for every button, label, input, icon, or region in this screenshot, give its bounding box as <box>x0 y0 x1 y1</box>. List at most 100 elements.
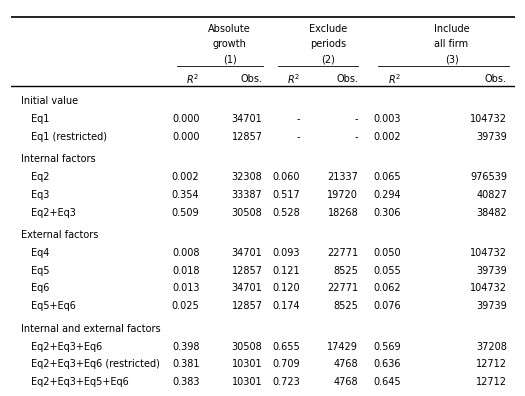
Text: 0.569: 0.569 <box>373 342 401 352</box>
Text: 0.383: 0.383 <box>172 377 200 387</box>
Text: -: - <box>297 114 300 124</box>
Text: 4768: 4768 <box>333 360 358 369</box>
Text: 34701: 34701 <box>232 114 262 124</box>
Text: Eq1 (restricted): Eq1 (restricted) <box>30 131 107 142</box>
Text: Obs.: Obs. <box>485 74 507 84</box>
Text: 30508: 30508 <box>232 342 262 352</box>
Text: Eq5: Eq5 <box>30 266 49 276</box>
Text: 0.002: 0.002 <box>172 172 200 182</box>
Text: 104732: 104732 <box>470 248 507 258</box>
Text: 0.000: 0.000 <box>172 131 200 142</box>
Text: (2): (2) <box>321 54 335 64</box>
Text: 19720: 19720 <box>328 190 358 200</box>
Text: 0.025: 0.025 <box>172 301 200 311</box>
Text: all firm: all firm <box>435 39 468 49</box>
Text: 104732: 104732 <box>470 114 507 124</box>
Text: 0.120: 0.120 <box>272 284 300 293</box>
Text: 10301: 10301 <box>232 377 262 387</box>
Text: 38482: 38482 <box>476 208 507 217</box>
Text: Obs.: Obs. <box>240 74 262 84</box>
Text: 0.055: 0.055 <box>373 266 401 276</box>
Text: Eq1: Eq1 <box>30 114 49 124</box>
Text: 40827: 40827 <box>476 190 507 200</box>
Text: 12857: 12857 <box>232 131 262 142</box>
Text: 8525: 8525 <box>333 301 358 311</box>
Text: 22771: 22771 <box>327 284 358 293</box>
Text: External factors: External factors <box>20 230 98 240</box>
Text: -: - <box>355 131 358 142</box>
Text: $R^2$: $R^2$ <box>287 72 300 86</box>
Text: 32308: 32308 <box>232 172 262 182</box>
Text: Internal and external factors: Internal and external factors <box>20 324 160 334</box>
Text: 0.002: 0.002 <box>373 131 401 142</box>
Text: periods: periods <box>310 39 346 49</box>
Text: 0.076: 0.076 <box>373 301 401 311</box>
Text: 17429: 17429 <box>328 342 358 352</box>
Text: 0.645: 0.645 <box>373 377 401 387</box>
Text: 0.065: 0.065 <box>373 172 401 182</box>
Text: 0.354: 0.354 <box>172 190 200 200</box>
Text: 34701: 34701 <box>232 284 262 293</box>
Text: -: - <box>297 131 300 142</box>
Text: Exclude: Exclude <box>309 24 347 34</box>
Text: 18268: 18268 <box>328 208 358 217</box>
Text: 0.060: 0.060 <box>273 172 300 182</box>
Text: Eq5+Eq6: Eq5+Eq6 <box>30 301 76 311</box>
Text: 104732: 104732 <box>470 284 507 293</box>
Text: Eq2: Eq2 <box>30 172 49 182</box>
Text: 12712: 12712 <box>476 360 507 369</box>
Text: 0.636: 0.636 <box>374 360 401 369</box>
Text: Eq4: Eq4 <box>30 248 49 258</box>
Text: 0.517: 0.517 <box>272 190 300 200</box>
Text: 0.062: 0.062 <box>373 284 401 293</box>
Text: (3): (3) <box>445 54 458 64</box>
Text: 0.294: 0.294 <box>373 190 401 200</box>
Text: 976539: 976539 <box>470 172 507 182</box>
Text: 12857: 12857 <box>232 266 262 276</box>
Text: 0.306: 0.306 <box>374 208 401 217</box>
Text: Eq2+Eq3+Eq6: Eq2+Eq3+Eq6 <box>30 342 102 352</box>
Text: Eq2+Eq3+Eq5+Eq6: Eq2+Eq3+Eq5+Eq6 <box>30 377 129 387</box>
Text: 0.174: 0.174 <box>272 301 300 311</box>
Text: 39739: 39739 <box>476 266 507 276</box>
Text: Eq6: Eq6 <box>30 284 49 293</box>
Text: 33387: 33387 <box>232 190 262 200</box>
Text: 0.381: 0.381 <box>172 360 200 369</box>
Text: 0.709: 0.709 <box>272 360 300 369</box>
Text: 30508: 30508 <box>232 208 262 217</box>
Text: Eq2+Eq3: Eq2+Eq3 <box>30 208 76 217</box>
Text: 22771: 22771 <box>327 248 358 258</box>
Text: 0.509: 0.509 <box>172 208 200 217</box>
Text: $R^2$: $R^2$ <box>388 72 401 86</box>
Text: 8525: 8525 <box>333 266 358 276</box>
Text: 0.093: 0.093 <box>273 248 300 258</box>
Text: 39739: 39739 <box>476 301 507 311</box>
Text: 0.723: 0.723 <box>272 377 300 387</box>
Text: 34701: 34701 <box>232 248 262 258</box>
Text: 0.018: 0.018 <box>172 266 200 276</box>
Text: Obs.: Obs. <box>336 74 358 84</box>
Text: Eq2+Eq3+Eq6 (restricted): Eq2+Eq3+Eq6 (restricted) <box>30 360 160 369</box>
Text: 0.398: 0.398 <box>172 342 200 352</box>
Text: 0.003: 0.003 <box>374 114 401 124</box>
Text: Eq3: Eq3 <box>30 190 49 200</box>
Text: 0.013: 0.013 <box>172 284 200 293</box>
Text: (1): (1) <box>223 54 237 64</box>
Text: 39739: 39739 <box>476 131 507 142</box>
Text: 4768: 4768 <box>333 377 358 387</box>
Text: 12712: 12712 <box>476 377 507 387</box>
Text: growth: growth <box>213 39 247 49</box>
Text: 0.121: 0.121 <box>272 266 300 276</box>
Text: Initial value: Initial value <box>20 96 78 106</box>
Text: 0.655: 0.655 <box>272 342 300 352</box>
Text: 0.528: 0.528 <box>272 208 300 217</box>
Text: 0.000: 0.000 <box>172 114 200 124</box>
Text: $R^2$: $R^2$ <box>186 72 200 86</box>
Text: -: - <box>355 114 358 124</box>
Text: Internal factors: Internal factors <box>20 154 95 164</box>
Text: 0.050: 0.050 <box>373 248 401 258</box>
Text: Absolute: Absolute <box>208 24 251 34</box>
Text: 37208: 37208 <box>476 342 507 352</box>
Text: 21337: 21337 <box>328 172 358 182</box>
Text: 0.008: 0.008 <box>172 248 200 258</box>
